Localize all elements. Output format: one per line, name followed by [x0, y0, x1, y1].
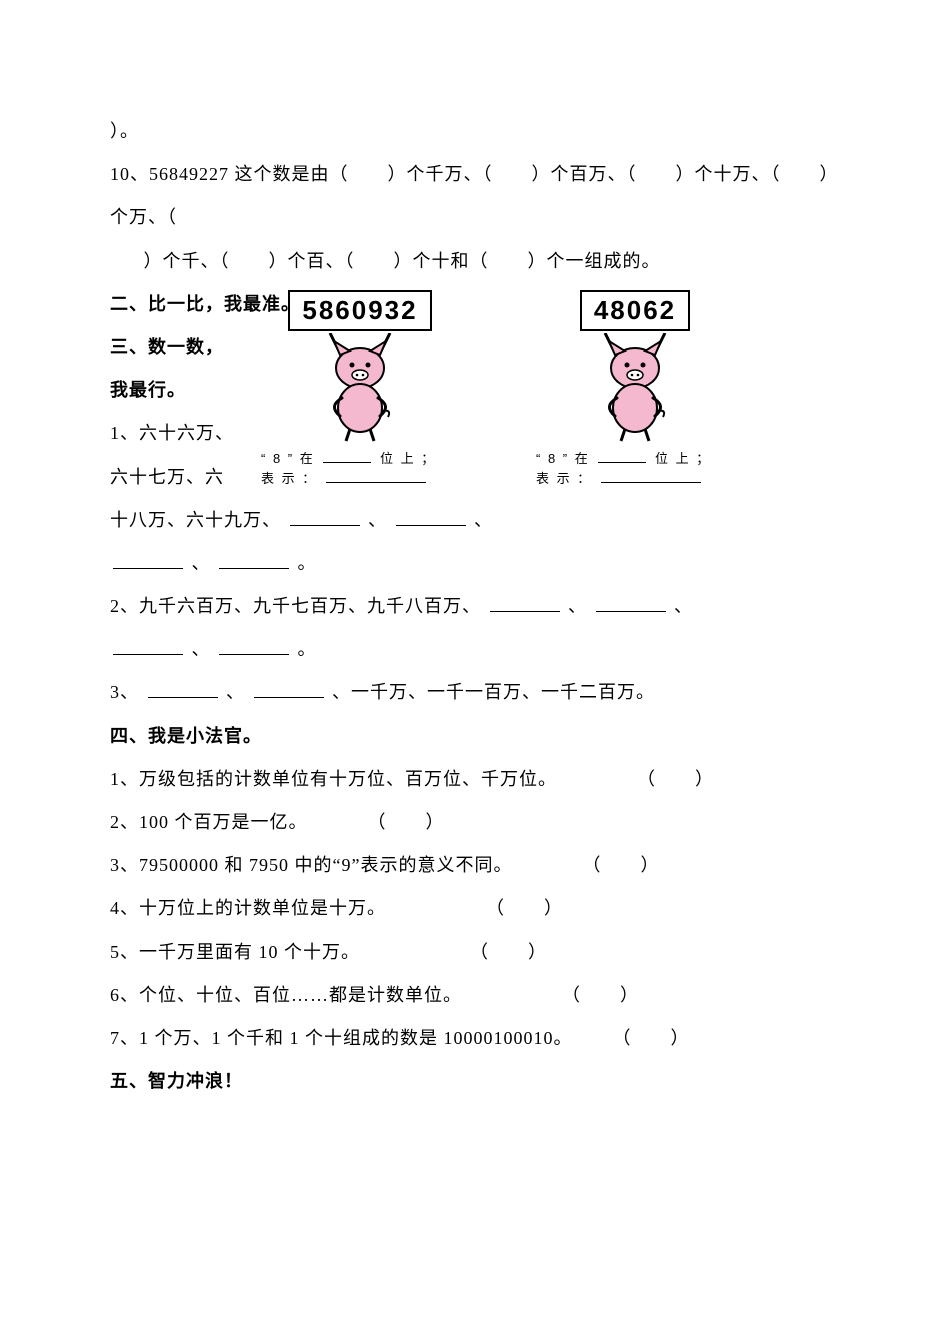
sec3-q3-a: 3、 — [110, 682, 139, 702]
paren-l: （ — [368, 812, 387, 832]
paren-r: ） — [426, 812, 445, 832]
judge-paren: （ ） — [470, 931, 547, 974]
sep: 、 — [674, 596, 693, 616]
paren-r: ） — [544, 898, 563, 918]
blank — [219, 638, 289, 655]
sec3-q2-b: 、 。 — [110, 628, 835, 671]
section-4-title: 四、我是小法官。 — [110, 715, 835, 758]
sec4-item-3-text: 3、79500000 和 7950 中的“9”表示的意义不同。 — [110, 844, 512, 887]
blank — [254, 681, 324, 698]
judge-paren: （ ） — [562, 974, 639, 1017]
prev-page-fragment: ）。 — [110, 110, 835, 153]
blank — [219, 552, 289, 569]
sep: 、 — [368, 510, 387, 530]
blank — [396, 509, 466, 526]
pig-left-caption: “ 8 ” 在 位 上 ； 表 示 ： — [255, 449, 465, 488]
judge-paren: （ ） — [486, 887, 563, 930]
blank — [490, 595, 560, 612]
pig-icon — [310, 333, 410, 443]
sec4-item-3: 3、79500000 和 7950 中的“9”表示的意义不同。 （ ） — [110, 844, 835, 887]
sep: 、 — [192, 639, 211, 659]
q10-part-g: ）个百、（ — [269, 251, 355, 271]
paren-r: ） — [528, 942, 547, 962]
paren-l: （ — [562, 985, 581, 1005]
q10-part-f: ）个千、（ — [144, 251, 230, 271]
sec4-item-5: 5、一千万里面有 10 个十万。 （ ） — [110, 931, 835, 974]
paren-r: ） — [695, 769, 714, 789]
paren-l: （ — [582, 855, 601, 875]
cap-b: 位 上 ； — [380, 451, 436, 466]
end: 。 — [298, 553, 317, 573]
sec3-q1-c: 十八万、六十九万、 、 、 — [110, 499, 835, 542]
blank — [596, 595, 666, 612]
sec3-q1-c-text: 十八万、六十九万、 — [110, 510, 281, 530]
cap-a: “ 8 ” 在 — [261, 451, 315, 466]
sec3-q3: 3、 、 、一千万、一千一百万、一千二百万。 — [110, 671, 835, 714]
end: 。 — [298, 639, 317, 659]
sep: 、 — [568, 596, 587, 616]
sep: 、 — [474, 510, 493, 530]
q10-line2: ）个千、（ ）个百、（ ）个十和（ ）个一组成的。 — [110, 240, 835, 283]
judge-paren: （ ） — [582, 844, 659, 887]
blank — [290, 509, 360, 526]
sec4-item-2: 2、100 个百万是一亿。 （ ） — [110, 801, 835, 844]
section-5-title: 五、智力冲浪！ — [110, 1060, 835, 1103]
section-3-title-b: 我最行。 — [110, 369, 260, 412]
sec4-item-1: 1、万级包括的计数单位有十万位、百万位、千万位。 （ ） — [110, 758, 835, 801]
sec4-item-2-text: 2、100 个百万是一亿。 — [110, 801, 308, 844]
sec3-q1-a: 1、六十六万、 — [110, 412, 260, 455]
paren-r: ） — [620, 985, 639, 1005]
sec4-item-7-text: 7、1 个万、1 个千和 1 个十组成的数是 10000100010。 — [110, 1017, 573, 1060]
sec3-q2-text: 2、九千六百万、九千七百万、九千八百万、 — [110, 596, 481, 616]
sec4-item-1-text: 1、万级包括的计数单位有十万位、百万位、千万位。 — [110, 758, 557, 801]
section-3-title-a: 三、数一数， — [110, 326, 260, 369]
paren-l: （ — [613, 1028, 632, 1048]
q10-part-a: 10、56849227 这个数是由（ — [110, 164, 349, 184]
sec4-item-6-text: 6、个位、十位、百位……都是计数单位。 — [110, 974, 462, 1017]
q10-part-i: ）个一组成的。 — [528, 251, 661, 271]
cap-c: 表 示 ： — [536, 471, 592, 486]
judge-paren: （ ） — [637, 758, 714, 801]
cap-c: 表 示 ： — [261, 471, 317, 486]
sec4-item-4: 4、十万位上的计数单位是十万。 （ ） — [110, 887, 835, 930]
sec3-q2-a: 2、九千六百万、九千七百万、九千八百万、 、 、 — [110, 585, 835, 628]
sec4-item-5-text: 5、一千万里面有 10 个十万。 — [110, 931, 360, 974]
q10-part-d: ）个十万、（ — [676, 164, 781, 184]
paren-r: ） — [640, 855, 659, 875]
sec3-q1-d: 、 。 — [110, 542, 835, 585]
q10-part-c: ）个百万、（ — [532, 164, 637, 184]
paren-r: ） — [671, 1028, 690, 1048]
pig-icon — [585, 333, 685, 443]
section-2-title: 二、比一比，我最准。 — [110, 283, 835, 326]
q10-line1: 10、56849227 这个数是由（ ）个千万、（ ）个百万、（ ）个十万、（ … — [110, 153, 835, 239]
q10-part-b: ）个千万、（ — [388, 164, 493, 184]
paren-l: （ — [637, 769, 656, 789]
sec4-item-4-text: 4、十万位上的计数单位是十万。 — [110, 887, 386, 930]
sec3-q3-c: 、一千万、一千一百万、一千二百万。 — [332, 682, 655, 702]
worksheet-page: ）。 10、56849227 这个数是由（ ）个千万、（ ）个百万、（ ）个十万… — [0, 0, 945, 1340]
sec4-item-7: 7、1 个万、1 个千和 1 个十组成的数是 10000100010。 （ ） — [110, 1017, 835, 1060]
paren-l: （ — [486, 898, 505, 918]
sep: 、 — [226, 682, 245, 702]
blank — [598, 452, 646, 463]
sec3-q1-b: 六十七万、六 — [110, 456, 260, 499]
q10-part-h: ）个十和（ — [394, 251, 489, 271]
paren-l: （ — [470, 942, 489, 962]
cap-b: 位 上 ； — [655, 451, 711, 466]
sec4-item-6: 6、个位、十位、百位……都是计数单位。 （ ） — [110, 974, 835, 1017]
cap-a: “ 8 ” 在 — [536, 451, 590, 466]
blank — [326, 471, 426, 482]
judge-paren: （ ） — [368, 801, 445, 844]
blank — [113, 638, 183, 655]
blank — [323, 452, 371, 463]
blank — [113, 552, 183, 569]
blank — [148, 681, 218, 698]
judge-paren: （ ） — [613, 1017, 690, 1060]
pig-right-caption: “ 8 ” 在 位 上 ； 表 示 ： — [530, 449, 740, 488]
blank — [601, 471, 701, 482]
sep: 、 — [192, 553, 211, 573]
